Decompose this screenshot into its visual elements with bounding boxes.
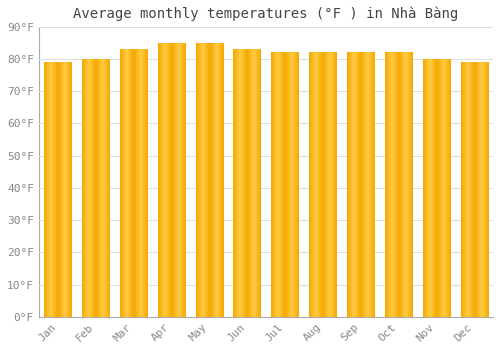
Title: Average monthly temperatures (°F ) in Nhà Bàng: Average monthly temperatures (°F ) in Nh… [74,7,458,21]
